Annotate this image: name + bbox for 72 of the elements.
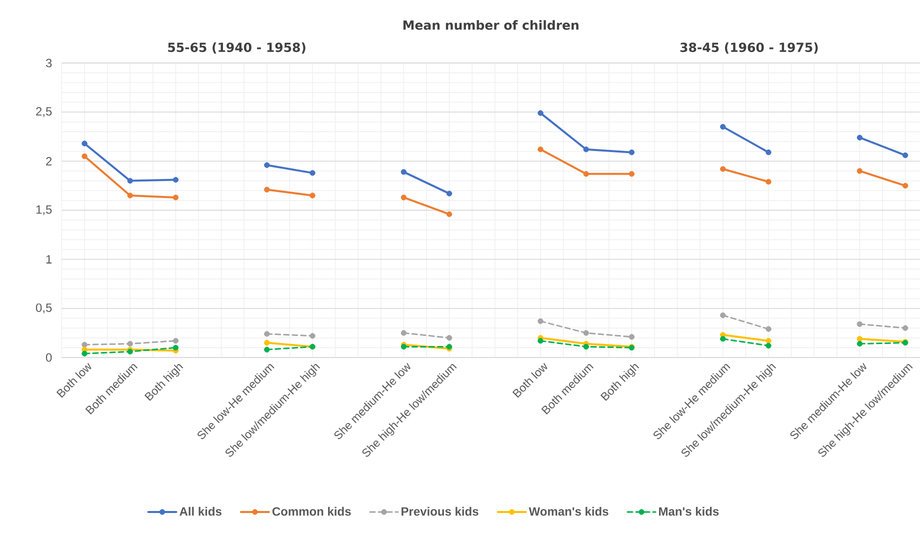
point [127,178,133,184]
point [538,146,544,152]
point [264,186,270,192]
point [127,192,133,198]
point [902,152,908,158]
point [583,146,589,152]
text: 55-65 (1940 - 1958) [168,42,306,54]
point [82,342,88,348]
point [856,321,863,327]
point [538,110,544,116]
point [400,194,407,200]
point [264,346,270,352]
y-tick-label: 2 [46,156,52,166]
point [82,140,88,146]
point [766,178,772,185]
y-tick-label: 1,5 [36,205,52,216]
point [856,134,863,140]
x-tick-label: Both high [144,364,184,401]
point [856,340,863,347]
point [766,326,772,332]
x-tick-label: Both low [512,362,548,398]
point [766,149,772,156]
text: 38-45 (1960 - 1975) [680,42,818,54]
point [720,124,726,130]
chart-title: Mean number of children [403,20,578,30]
y-tick-label: 0,5 [36,303,52,314]
point [446,335,452,341]
point [172,344,179,351]
point [628,334,635,340]
point [127,340,133,347]
y-tick-label: 3 [46,58,52,68]
legend-label: Woman's kids [528,506,608,516]
point [310,333,316,339]
legend-label: Man's kids [659,506,719,516]
legend-label: Previous kids [402,506,478,516]
point [856,168,863,174]
x-tick-label: Both low [56,362,92,398]
point [583,330,589,336]
legend-label: Common kids [272,506,351,516]
point [446,190,452,196]
x-tick-label: Both high [600,364,640,401]
point [628,149,635,156]
point [902,325,908,331]
point [583,171,589,177]
point [400,330,407,336]
point [264,162,270,168]
point [902,182,908,189]
point [538,318,544,324]
point [720,336,726,342]
point [264,340,270,346]
point [310,170,316,176]
point [766,338,772,344]
y-tick-label: 2,5 [36,107,52,118]
point [172,194,179,200]
point [82,153,88,160]
point [172,338,179,344]
point [720,166,726,172]
point [628,171,635,177]
y-tick-label: 1 [46,255,52,264]
legend-label: All kids [180,506,222,516]
point [82,350,88,356]
point [400,169,407,175]
point [310,192,316,198]
point [264,331,270,337]
point [538,338,544,344]
y-tick-label: 0 [46,353,52,362]
point [720,312,726,318]
point [172,176,179,183]
point [766,342,772,349]
point [856,336,863,342]
point [446,211,452,218]
point [583,344,589,350]
